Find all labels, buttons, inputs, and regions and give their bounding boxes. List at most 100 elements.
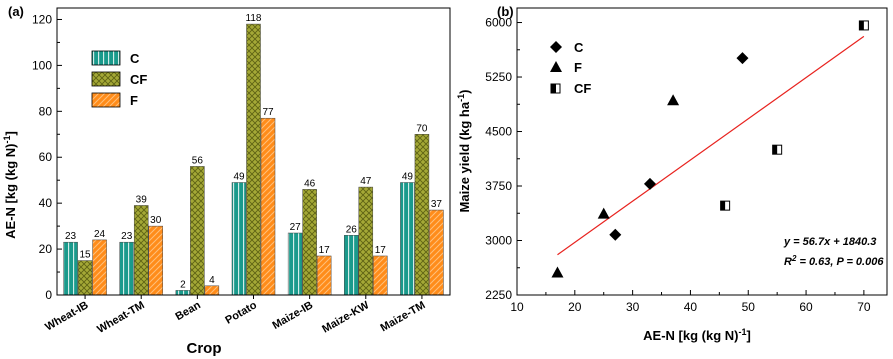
bar-F-Maize-IB [316, 255, 332, 296]
panel-b-y-axis-title-main: Maize yield (kg ha [457, 101, 472, 212]
panel-a-y-axis-title-sup: -1 [2, 135, 12, 143]
r2-prefix: R [784, 256, 792, 268]
panel-a-y-axis-title-main: AE-N [kg (kg N) [3, 144, 18, 239]
panel-b-label: (b) [497, 4, 514, 19]
bar-value-label: 26 [346, 224, 358, 235]
panel-a-x-axis: Wheat-IB Wheat-TM Bean Potato Maize-IB Maize-… [43, 295, 427, 336]
bar-F-Bean [204, 285, 220, 296]
panel-b-legend: C F CF [550, 40, 591, 96]
bar-value-label: 46 [304, 178, 316, 189]
point-C [736, 52, 749, 65]
bar-CF-Wheat-TM [133, 205, 149, 296]
bar-value-label: 118 [246, 13, 262, 24]
bar-C-Maize-TM [400, 182, 415, 296]
x-tick-label: 40 [684, 300, 698, 314]
bar-value-label: 47 [360, 176, 372, 187]
x-tick-label: Maize-KW [320, 299, 372, 336]
point-F [597, 207, 610, 219]
bar-F-Maize-KW [373, 255, 388, 296]
panel-b-x-axis-title: AE-N [kg (kg N)-1] [643, 327, 751, 343]
y-tick-label: 100 [32, 58, 52, 72]
bar-value-label: 17 [319, 245, 331, 256]
x-tick-label: Wheat-TM [95, 299, 147, 336]
point-F [551, 266, 564, 278]
legend-marker-half-square [550, 83, 561, 94]
bar-value-label: 77 [262, 107, 274, 118]
x-tick-label: 60 [799, 300, 813, 314]
bar-CF-Maize-IB [302, 189, 317, 296]
bar-value-label: 30 [150, 215, 162, 226]
legend-label-C: C [130, 51, 140, 66]
point-C [643, 177, 656, 190]
panel-b-x-axis-title-main: AE-N [kg (kg N) [643, 328, 738, 343]
bar-CF-Wheat-IB [77, 260, 93, 296]
bar-value-label: 2 [180, 279, 186, 290]
panel-a-legend: C CF F [91, 50, 147, 108]
bar-CF-Maize-TM [414, 134, 430, 296]
legend-label-F: F [130, 93, 138, 108]
panel-b-points [551, 20, 869, 278]
panel-b-x-axis-title-end: ] [747, 328, 751, 343]
bar-value-label: 4 [209, 275, 215, 286]
bar-value-label: 49 [402, 171, 414, 182]
bar-value-label: 24 [94, 229, 106, 240]
bar-value-label: 56 [192, 155, 204, 166]
y-tick-label: 2250 [485, 288, 512, 302]
r2-rest: = 0.63, P = 0.006 [796, 256, 884, 268]
bar-value-label: 17 [375, 245, 387, 256]
bar-value-label: 23 [121, 231, 133, 242]
bar-C-Maize-KW [344, 235, 359, 296]
point-CF [772, 144, 783, 155]
y-tick-label: 40 [39, 196, 53, 210]
x-tick-label: Maize-TM [379, 299, 428, 334]
legend-marker-triangle [550, 61, 562, 72]
panel-b-y-axis: 2250 3000 3750 4500 5250 6000 [485, 16, 522, 302]
panel-a-x-axis-title: Crop [187, 340, 222, 357]
point-C [609, 228, 622, 241]
panel-b-y-axis-title-end: ) [457, 90, 472, 94]
x-tick-label: 50 [742, 300, 756, 314]
panel-a-y-axis-title: AE-N [kg (kg N)-1] [2, 131, 18, 239]
bar-C-Wheat-TM [119, 241, 134, 296]
bar-F-Potato [260, 117, 276, 296]
bar-F-Wheat-IB [92, 239, 107, 296]
x-tick-label: 10 [510, 300, 524, 314]
y-tick-label: 120 [32, 12, 52, 26]
legend-swatch-CF [91, 71, 121, 87]
bar-C-Maize-IB [287, 232, 303, 296]
bar-C-Wheat-IB [63, 241, 78, 296]
bar-C-Bean [175, 290, 191, 296]
panel-a-y-axis-title-end: ] [3, 131, 18, 135]
bar-CF-Maize-KW [358, 186, 374, 296]
legend-swatch-F [91, 92, 121, 108]
panel-b-y-axis-title: Maize yield (kg ha-1) [456, 90, 472, 213]
bar-value-label: 23 [65, 231, 77, 242]
bar-C-Potato [231, 182, 247, 296]
legend-label-CF: CF [130, 72, 147, 87]
r2-sup: 2 [791, 254, 797, 263]
y-tick-label: 3000 [485, 234, 512, 248]
panel-b-plot-frame [516, 7, 888, 296]
x-tick-label: 20 [568, 300, 582, 314]
bar-F-Maize-TM [429, 209, 444, 296]
y-tick-label: 20 [39, 242, 53, 256]
legend-marker-diamond [550, 41, 562, 53]
point-CF [858, 20, 869, 31]
y-tick-label: 80 [39, 104, 53, 118]
x-tick-label: 70 [857, 300, 871, 314]
panel-a-y-axis: 0 20 40 60 80 100 120 [32, 12, 62, 302]
y-tick-label: 60 [39, 150, 53, 164]
panel-b-annotation: y = 56.7x + 1840.3 R2 = 0.63, P = 0.006 [783, 236, 884, 268]
legend-label-F: F [574, 60, 582, 75]
bar-value-label: 37 [431, 199, 443, 210]
bar-value-label: 15 [80, 250, 92, 261]
panel-b-scatter-chart: (b) 2250 3000 3750 4500 5250 6000 10 20 30 40 50 6… [456, 4, 888, 343]
bar-value-label: 70 [416, 123, 428, 134]
panel-a-label: (a) [8, 4, 24, 19]
point-CF [720, 200, 731, 211]
regression-stats: R2 = 0.63, P = 0.006 [784, 254, 884, 269]
panel-a-bars [63, 23, 444, 296]
panel-b-y-axis-title-sup: -1 [456, 94, 466, 102]
